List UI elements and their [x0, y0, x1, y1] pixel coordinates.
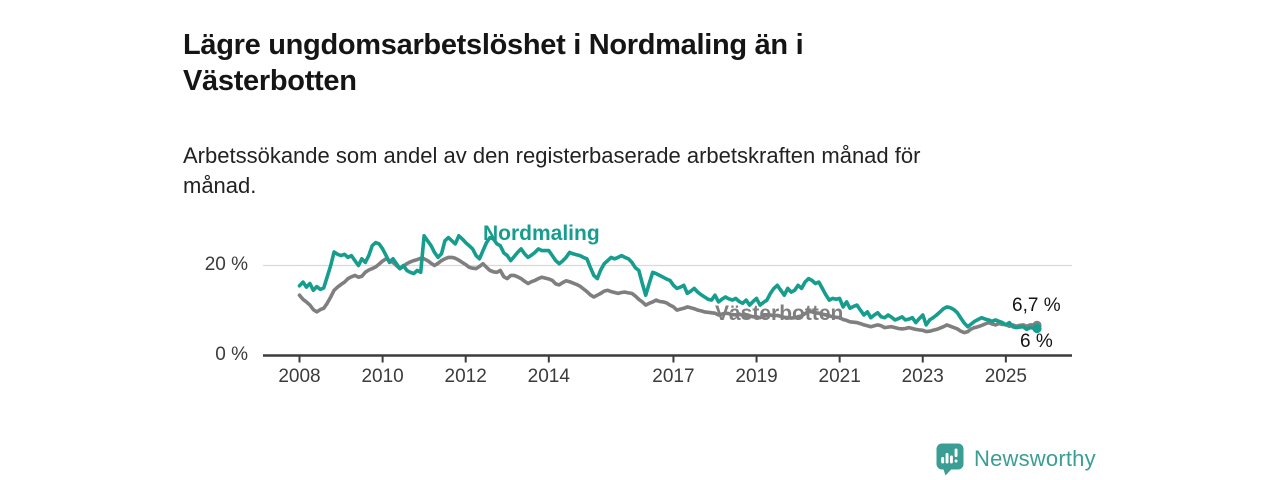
x-tick-label-2008: 2008	[278, 366, 321, 387]
end-dot-nordmaling	[1032, 323, 1042, 334]
newsworthy-logo-text: Newsworthy	[974, 446, 1096, 471]
x-tick-label-2023: 2023	[901, 366, 944, 387]
series-label-vasterbotten: Västerbotten	[715, 302, 844, 325]
series-label-nordmaling: Nordmaling	[483, 222, 600, 245]
chart-subtitle: Arbetssökande som andel av den registerb…	[183, 141, 1043, 201]
logo-bar-3	[950, 455, 953, 463]
logo-bar-2	[945, 452, 949, 463]
x-tick-label-2010: 2010	[361, 366, 404, 387]
x-tick-label-2014: 2014	[527, 366, 570, 387]
x-tick-label-2021: 2021	[818, 366, 861, 387]
chart-title-line1: Lägre ungdomsarbetslöshet i Nordmaling ä…	[183, 29, 804, 62]
logo-exclamation-bar	[954, 448, 958, 457]
x-tick-label-2019: 2019	[735, 366, 778, 387]
x-tick-label-2025: 2025	[984, 366, 1027, 387]
x-tick-label-2017: 2017	[652, 366, 695, 387]
logo-exclamation-dot	[954, 459, 958, 462]
chart-series-lines	[297, 234, 1039, 335]
x-axis-tick-marks	[298, 356, 1007, 363]
series-end-dots	[1032, 320, 1042, 334]
logo-bar-1	[941, 456, 945, 463]
chart-title: Lägre ungdomsarbetslöshet i Nordmaling ä…	[183, 27, 983, 99]
newsworthy-logo-icon	[936, 443, 964, 475]
line-nordmaling	[297, 234, 1039, 332]
y-tick-label-20: 20 %	[204, 254, 248, 275]
newsworthy-logo: Newsworthy	[936, 443, 1096, 475]
y-tick-label-0: 0 %	[215, 344, 248, 365]
end-value-label-vasterbotten: 6,7 %	[1012, 295, 1061, 316]
end-value-label-nordmaling: 6 %	[1020, 331, 1053, 352]
x-tick-label-2012: 2012	[444, 366, 487, 387]
chart-subtitle-line2: månad.	[183, 173, 257, 198]
chart-subtitle-line1: Arbetssökande som andel av den registerb…	[183, 143, 921, 168]
chart-title-line2: Västerbotten	[183, 65, 357, 98]
